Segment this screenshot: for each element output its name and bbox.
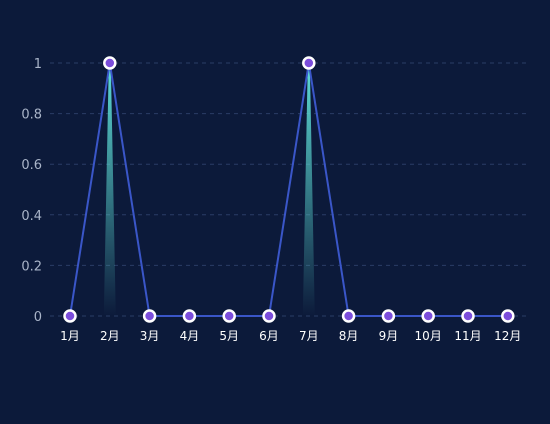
x-tick-label: 11月 — [454, 329, 481, 343]
data-point[interactable] — [381, 309, 396, 323]
y-tick-label: 0.4 — [21, 209, 42, 224]
y-tick-label: 0.2 — [21, 259, 42, 274]
y-tick-label: 1 — [34, 57, 42, 72]
data-point[interactable] — [222, 309, 236, 323]
x-tick-label: 10月 — [415, 329, 442, 343]
x-tick-label: 9月 — [379, 329, 399, 343]
spike-highlight — [103, 63, 116, 316]
data-point[interactable] — [341, 309, 356, 323]
y-tick-label: 0.6 — [21, 158, 42, 173]
y-tick-label: 0.8 — [21, 108, 42, 123]
data-point[interactable] — [501, 309, 515, 323]
data-point[interactable] — [421, 309, 435, 323]
x-tick-label: 6月 — [259, 329, 279, 343]
x-tick-label: 3月 — [140, 329, 160, 343]
x-tick-label: 2月 — [100, 329, 120, 343]
data-point[interactable] — [63, 309, 77, 323]
data-point[interactable] — [182, 309, 197, 323]
y-tick-label: 0 — [34, 310, 42, 325]
y-axis-ticks: 0 0.2 0.4 0.6 0.8 1 — [21, 57, 42, 325]
series-line — [69, 62, 508, 317]
x-tick-label: 8月 — [339, 329, 359, 343]
x-tick-label: 4月 — [180, 329, 200, 343]
data-point[interactable] — [103, 56, 117, 70]
data-point[interactable] — [461, 309, 475, 323]
data-point[interactable] — [262, 309, 276, 323]
x-tick-label: 5月 — [219, 329, 239, 343]
data-markers — [63, 56, 515, 323]
spike-highlight — [302, 63, 315, 316]
data-point[interactable] — [302, 56, 316, 70]
x-tick-label: 1月 — [60, 329, 80, 343]
x-tick-label: 12月 — [494, 329, 521, 343]
spike-highlights — [103, 63, 315, 316]
series-line-path — [69, 62, 508, 317]
data-point[interactable] — [142, 309, 157, 323]
x-tick-label: 7月 — [299, 329, 319, 343]
x-axis-ticks: 1月 2月 3月 4月 5月 6月 7月 8月 9月 10月 11月 12月 — [60, 329, 521, 343]
